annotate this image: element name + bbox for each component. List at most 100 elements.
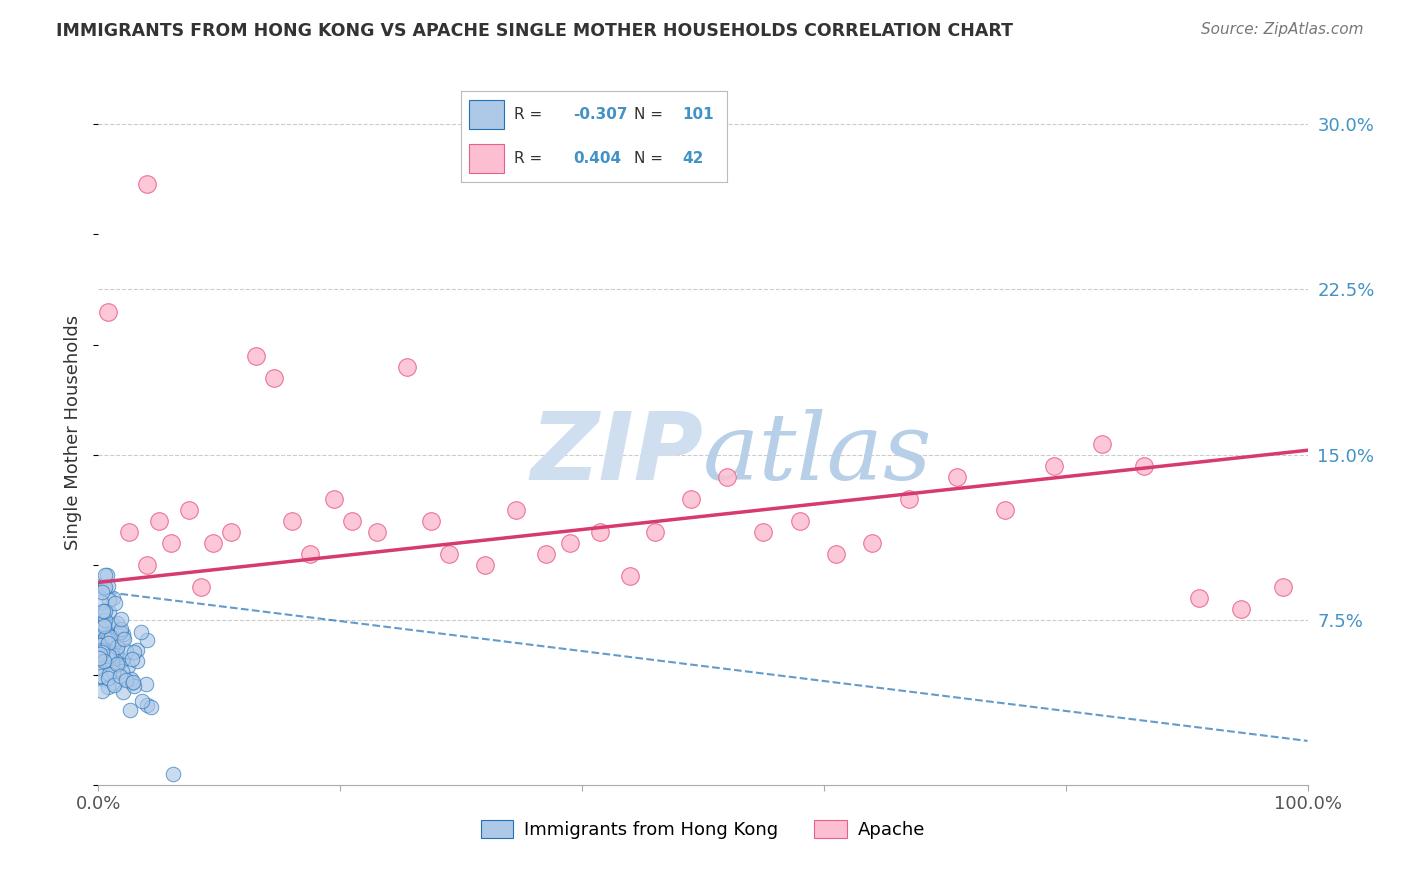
Point (90, 638, 112, 652)
Point (103, 640, 125, 654)
Text: Source: ZipAtlas.com: Source: ZipAtlas.com (1201, 22, 1364, 37)
Point (100, 647, 122, 661)
Point (90, 636, 112, 650)
Point (105, 648, 128, 662)
Point (589, 524, 612, 539)
Point (89, 638, 111, 652)
Point (716, 469, 738, 483)
Point (125, 654, 148, 668)
Point (101, 655, 124, 669)
Point (93, 604, 115, 618)
Point (122, 675, 145, 690)
Point (135, 177, 157, 191)
Point (245, 349, 267, 363)
Point (87, 652, 110, 666)
Point (97, 632, 120, 647)
Point (103, 591, 125, 605)
Point (162, 767, 184, 781)
Point (97, 304, 120, 318)
Point (115, 673, 138, 687)
Point (91, 645, 114, 659)
Point (752, 524, 775, 539)
Point (105, 657, 128, 671)
Point (90, 607, 112, 621)
Point (299, 547, 322, 561)
Point (93, 617, 115, 632)
Point (91, 661, 114, 675)
Point (105, 646, 128, 660)
Point (87, 635, 110, 649)
Point (108, 624, 131, 639)
Point (98, 592, 121, 607)
Point (789, 514, 811, 528)
Point (135, 632, 157, 647)
Point (112, 632, 135, 646)
Point (89, 647, 111, 661)
Point (94, 581, 117, 595)
Point (105, 615, 128, 630)
Point (437, 547, 460, 561)
Point (644, 524, 666, 539)
Point (619, 568, 641, 582)
Point (91, 604, 114, 618)
Point (120, 672, 142, 686)
Point (117, 658, 139, 673)
Point (118, 524, 141, 539)
Point (97, 636, 120, 650)
Point (97, 680, 120, 694)
Point (107, 658, 129, 673)
Point (342, 514, 364, 528)
Point (121, 675, 143, 690)
Text: IMMIGRANTS FROM HONG KONG VS APACHE SINGLE MOTHER HOUSEHOLDS CORRELATION CHART: IMMIGRANTS FROM HONG KONG VS APACHE SING… (56, 22, 1014, 40)
Y-axis label: Single Mother Households: Single Mother Households (65, 315, 83, 550)
Point (105, 628, 128, 642)
Point (125, 643, 148, 657)
Point (100, 650, 122, 665)
Point (107, 654, 129, 668)
Point (505, 502, 527, 516)
Point (860, 535, 883, 549)
Point (100, 630, 122, 644)
Point (97, 579, 120, 593)
Point (98, 605, 121, 619)
Point (679, 491, 702, 506)
Point (120, 703, 142, 717)
Point (558, 535, 581, 549)
Point (91, 643, 114, 657)
Point (110, 624, 132, 639)
Point (122, 679, 145, 693)
Point (90, 585, 112, 599)
Point (179, 502, 201, 516)
Point (89, 621, 111, 635)
Point (1188, 591, 1211, 605)
Point (89, 638, 111, 652)
Point (104, 676, 127, 690)
Point (93, 618, 115, 632)
Point (994, 502, 1017, 516)
Point (825, 547, 848, 561)
Legend: Immigrants from Hong Kong, Apache: Immigrants from Hong Kong, Apache (474, 813, 932, 847)
Point (96, 648, 118, 663)
Point (101, 665, 124, 680)
Point (107, 637, 129, 651)
Point (1091, 436, 1114, 450)
Point (110, 623, 132, 637)
Point (139, 700, 162, 714)
Point (97, 646, 120, 660)
Point (366, 524, 388, 539)
Point (96, 568, 118, 582)
Point (87, 650, 110, 665)
Point (148, 514, 170, 528)
Point (89, 635, 111, 649)
Point (420, 514, 443, 528)
Point (97, 671, 120, 685)
Point (323, 491, 346, 506)
Point (97, 640, 120, 655)
Point (131, 694, 153, 708)
Point (946, 469, 969, 483)
Point (1230, 601, 1253, 615)
Point (474, 558, 496, 572)
Text: atlas: atlas (703, 409, 932, 499)
Point (135, 558, 157, 572)
Point (90, 579, 112, 593)
